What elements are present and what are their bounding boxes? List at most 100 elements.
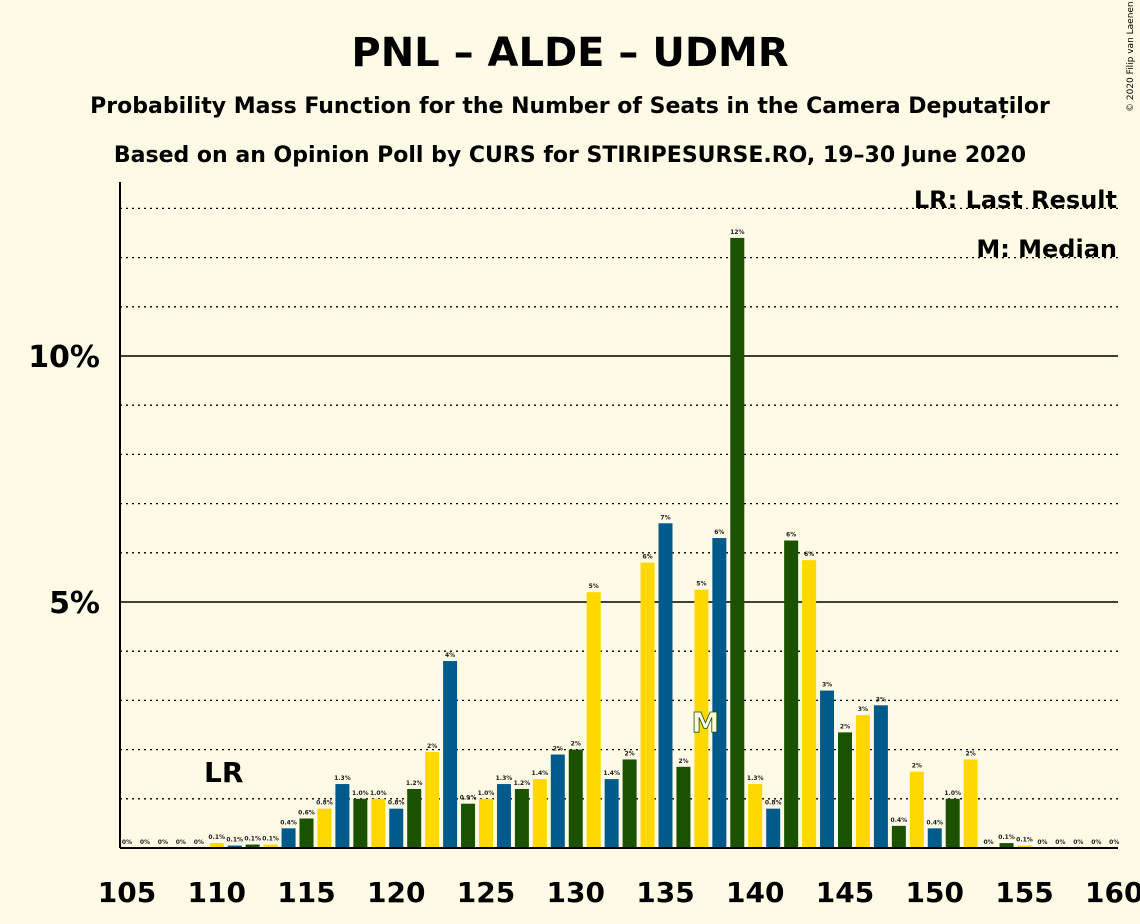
data-label-seat-110: 0.1%	[208, 834, 225, 841]
bar-seat-140	[748, 784, 763, 848]
bar-seat-115	[299, 818, 314, 848]
data-label-seat-150: 0.4%	[926, 819, 943, 826]
data-label-seat-128: 1.4%	[532, 770, 549, 777]
data-label-seat-146: 3%	[858, 706, 868, 713]
data-label-seat-138: 6%	[714, 529, 724, 536]
last-result-marker: LR	[204, 756, 243, 789]
result-markers: LR M	[204, 706, 720, 789]
data-label-seat-114: 0.4%	[280, 819, 297, 826]
data-label-seat-148: 0.4%	[891, 817, 908, 824]
bar-seat-152	[963, 759, 978, 848]
x-tick-label: 110	[188, 876, 246, 909]
bar-seat-123	[443, 661, 458, 848]
median-marker: M	[691, 706, 719, 739]
bar-seat-120	[389, 808, 404, 848]
x-tick-label: 135	[636, 876, 694, 909]
x-tick-label: 105	[98, 876, 156, 909]
data-label-seat-120: 0.8%	[388, 800, 405, 807]
bar-seat-139	[730, 237, 745, 849]
data-label-seat-130: 2%	[571, 741, 581, 748]
bar-seat-150	[927, 828, 942, 848]
data-label-seat-158: 0%	[1073, 839, 1083, 846]
bar-seat-121	[407, 788, 422, 848]
bars	[209, 237, 1032, 849]
data-label-seat-112: 0.1%	[244, 836, 261, 843]
data-label-seat-155: 0.1%	[1016, 837, 1033, 844]
data-labels: 0% 0% 0% 0% 0%0.1% 0.1% 0.1% 0.1%0.4%0.6%0.8%1.…	[122, 229, 1119, 846]
bar-seat-132	[604, 779, 619, 848]
bar-seat-143	[802, 560, 817, 848]
data-label-seat-151: 1.0%	[944, 790, 961, 797]
data-label-seat-157: 0%	[1055, 839, 1065, 846]
data-label-seat-140: 1.3%	[747, 775, 764, 782]
bar-seat-135	[658, 523, 673, 848]
data-label-seat-144: 3%	[822, 682, 832, 689]
chart-subtitle-poll: Based on an Opinion Poll by CURS for STI…	[114, 143, 1026, 168]
y-tick-label: 5%	[49, 586, 100, 621]
x-tick-label: 140	[726, 876, 784, 909]
bar-seat-114	[281, 828, 296, 848]
data-label-seat-126: 1.3%	[496, 775, 513, 782]
bar-seat-133	[622, 759, 637, 848]
x-tick-labels: 105 110 115 120 125 130 135 140 145 150 155 160	[98, 876, 1140, 909]
legend-median: M: Median	[976, 235, 1117, 263]
bar-seat-128	[532, 779, 547, 848]
bar-seat-134	[640, 562, 655, 848]
bar-seat-147	[873, 705, 888, 848]
data-label-seat-113: 0.1%	[262, 836, 279, 843]
data-label-seat-137: 5%	[696, 581, 706, 588]
data-label-seat-153: 0%	[984, 839, 994, 846]
data-label-seat-160: 0%	[1109, 839, 1119, 846]
y-tick-labels: 5% 10%	[28, 340, 100, 621]
data-label-seat-134: 6%	[642, 554, 652, 561]
chart-subtitle: Probability Mass Function for the Number…	[90, 94, 1050, 119]
bar-seat-142	[784, 540, 799, 848]
data-label-seat-108: 0%	[176, 839, 186, 846]
data-label-seat-123: 4%	[445, 652, 455, 659]
bar-seat-154	[999, 843, 1014, 848]
data-label-seat-156: 0%	[1037, 839, 1047, 846]
x-tick-label: 115	[277, 876, 335, 909]
bar-seat-110	[209, 843, 224, 848]
bar-seat-144	[820, 690, 835, 848]
bar-seat-118	[353, 798, 368, 848]
bar-seat-129	[550, 754, 565, 848]
data-label-seat-145: 2%	[840, 723, 850, 730]
data-label-seat-106: 0%	[140, 839, 150, 846]
data-label-seat-131: 5%	[589, 583, 599, 590]
data-label-seat-129: 2%	[553, 746, 563, 753]
data-label-seat-152: 2%	[966, 750, 976, 757]
bar-seat-117	[335, 784, 350, 848]
bar-seat-124	[461, 803, 476, 848]
bar-seat-112	[245, 844, 260, 848]
x-tick-label: 155	[995, 876, 1053, 909]
data-label-seat-124: 0.9%	[460, 795, 477, 802]
x-tick-label: 145	[816, 876, 874, 909]
gridlines	[120, 207, 1118, 800]
y-tick-label: 10%	[28, 340, 100, 375]
x-tick-label: 130	[547, 876, 605, 909]
bar-seat-127	[514, 788, 529, 848]
data-label-seat-147: 3%	[876, 696, 886, 703]
data-label-seat-135: 7%	[660, 514, 670, 521]
data-label-seat-125: 1.0%	[478, 790, 495, 797]
data-label-seat-143: 6%	[804, 551, 814, 558]
data-label-seat-111: 0.1%	[226, 837, 243, 844]
data-label-seat-141: 0.8%	[765, 800, 782, 807]
bar-seat-122	[425, 752, 440, 848]
data-label-seat-132: 1.4%	[603, 770, 620, 777]
data-label-seat-116: 0.8%	[316, 800, 333, 807]
data-label-seat-133: 2%	[625, 750, 635, 757]
axes	[119, 182, 1118, 849]
data-label-seat-154: 0.1%	[998, 834, 1015, 841]
data-label-seat-142: 6%	[786, 532, 796, 539]
copyright-credit: © 2020 Filip van Laenen	[1126, 1, 1136, 112]
data-label-seat-136: 2%	[678, 758, 688, 765]
x-tick-label: 125	[457, 876, 515, 909]
data-label-seat-122: 2%	[427, 743, 437, 750]
bar-seat-151	[945, 798, 960, 848]
bar-seat-155	[1017, 845, 1032, 848]
bar-seat-149	[909, 771, 924, 848]
data-label-seat-118: 1.0%	[352, 790, 369, 797]
